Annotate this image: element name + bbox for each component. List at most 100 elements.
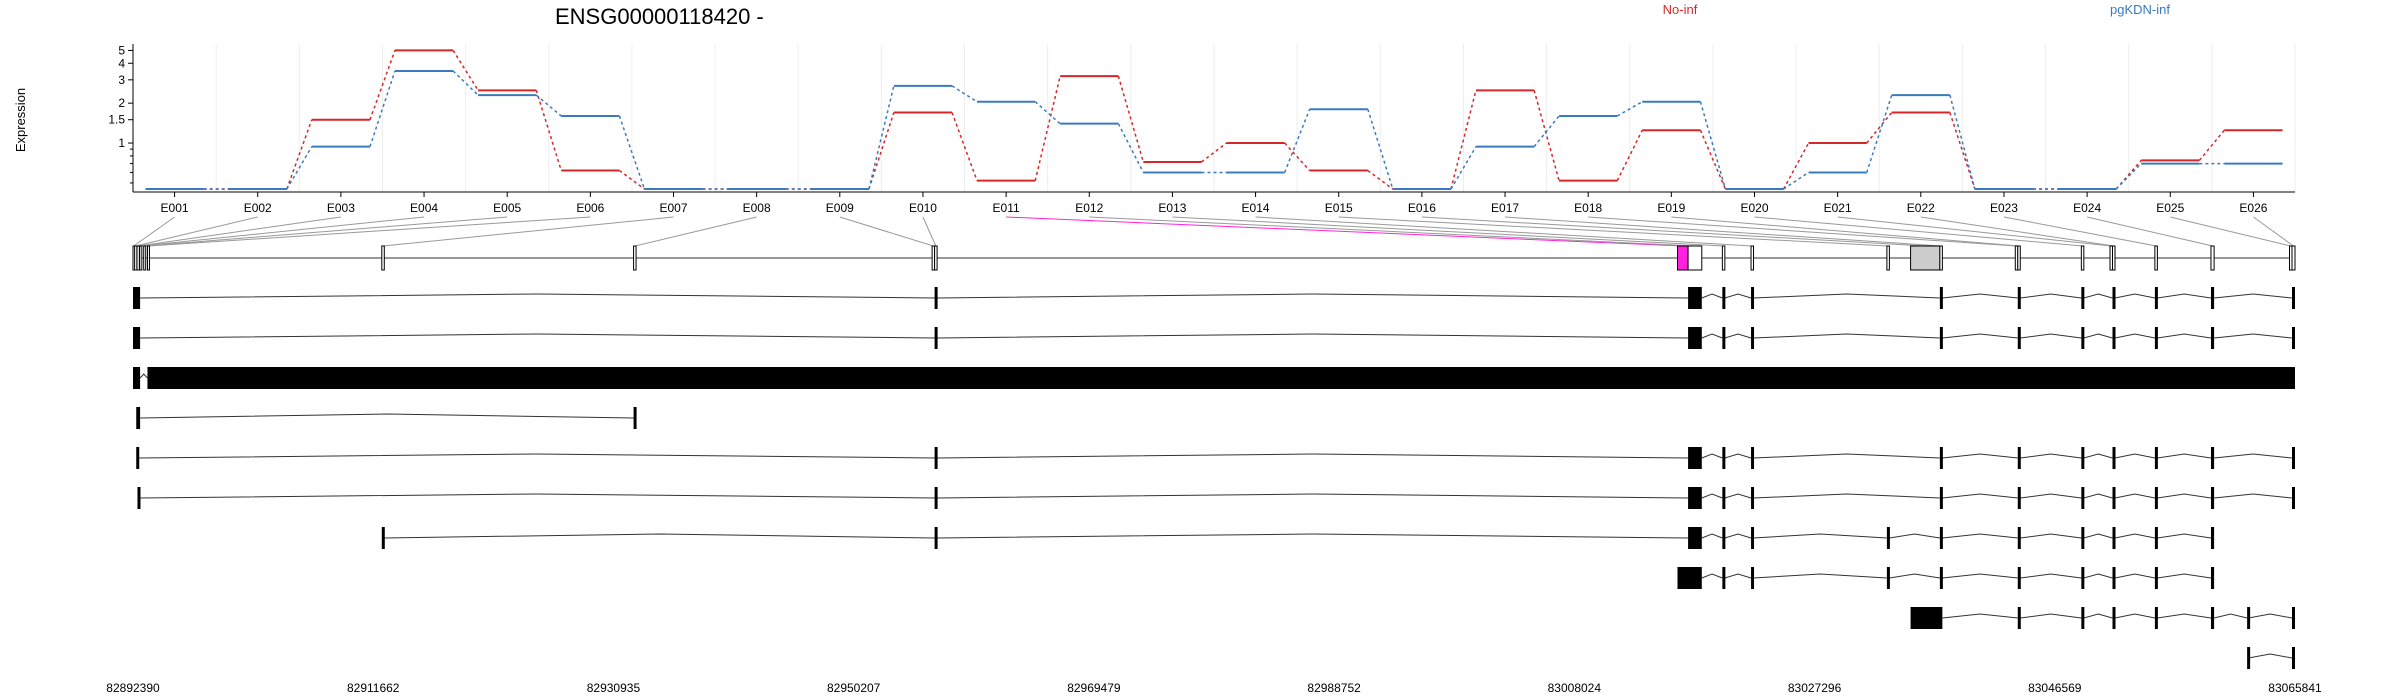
exon: [1722, 447, 1726, 469]
intron: [2020, 493, 2082, 499]
intron: [1889, 533, 1940, 539]
exon: [136, 407, 141, 429]
exon: [1751, 567, 1755, 589]
exon-bin: [2210, 245, 2215, 271]
exon: [2291, 287, 2295, 309]
exon: [1677, 567, 1702, 589]
exon: [2017, 487, 2021, 509]
exon: [136, 447, 140, 469]
exon-bin: [1750, 245, 1755, 271]
exon: [1722, 527, 1726, 549]
exon: [2210, 287, 2215, 309]
exon: [2081, 447, 2085, 469]
exon-connector: [133, 216, 175, 247]
intron: [2157, 533, 2212, 539]
exon-connector: [1671, 216, 2020, 247]
exon: [1939, 447, 1943, 469]
x-tick-label: E012: [1075, 201, 1103, 215]
exon-bin: [1886, 245, 1890, 271]
x-tick-label: E016: [1408, 201, 1436, 215]
exon: [2112, 487, 2116, 509]
intron: [2083, 293, 2113, 299]
exon: [1886, 527, 1890, 549]
y-tick-label: 5: [118, 43, 125, 57]
x-tick-label: E020: [1740, 201, 1768, 215]
exon-bin: [136, 245, 140, 271]
intron: [1753, 493, 1940, 499]
exon: [1751, 287, 1755, 309]
exon-connector: [1255, 216, 1753, 247]
intron: [140, 413, 634, 419]
transcript-9: [2247, 647, 2295, 669]
exon: [1688, 287, 1702, 309]
exon-connector: [135, 216, 258, 247]
series-connector: [1533, 90, 1560, 181]
genomic-tick-label: 82930935: [587, 681, 641, 695]
exon: [1910, 607, 1943, 629]
series-connector: [535, 90, 562, 171]
intron: [2214, 293, 2293, 299]
exon: [1722, 567, 1726, 589]
genomic-tick-label: 82969479: [1067, 681, 1121, 695]
series-connector: [286, 119, 313, 190]
exon-bin: [139, 245, 143, 271]
x-tick-label: E024: [2073, 201, 2101, 215]
gene-model: [132, 245, 2296, 271]
exon-connector: [148, 216, 591, 247]
transcript-1: [133, 327, 2295, 349]
intron: [1724, 333, 1752, 339]
exon-bin: [381, 245, 385, 271]
series-connector: [1783, 171, 1809, 190]
x-tick-label: E003: [327, 201, 355, 215]
exon-connector: [2087, 216, 2213, 247]
genomic-tick-label: 82892390: [106, 681, 160, 695]
x-tick-label: E006: [576, 201, 604, 215]
series-connector: [1949, 94, 1976, 190]
intron: [2114, 573, 2155, 579]
transcript-6: [381, 527, 2215, 549]
intron: [1753, 453, 1940, 459]
exon: [2154, 327, 2158, 349]
exon-bin: [2112, 245, 2116, 271]
exon-connector: [2170, 216, 2291, 247]
series-connector: [1367, 169, 1394, 190]
transcript-2: [133, 367, 2295, 389]
intron: [1701, 453, 1723, 459]
genomic-tick-label: 82950207: [827, 681, 881, 695]
y-tick-label: 1: [118, 136, 125, 150]
exon: [934, 287, 938, 309]
series-connector: [1616, 101, 1643, 117]
genomic-tick-label: 83065841: [2268, 681, 2322, 695]
y-tick-label: 2: [118, 96, 125, 110]
exon: [2017, 447, 2021, 469]
series-1: [145, 69, 2283, 190]
exon: [147, 367, 2295, 389]
intron: [138, 493, 935, 499]
intron: [2214, 333, 2293, 339]
intron: [2157, 333, 2212, 339]
intron: [1701, 293, 1723, 299]
exon: [1722, 287, 1726, 309]
exon-bin: [1721, 245, 1726, 271]
exon-connector: [1505, 216, 1942, 247]
intron: [2020, 293, 2082, 299]
exon: [2154, 607, 2158, 629]
series-connector: [2198, 129, 2225, 161]
exon: [133, 367, 141, 389]
series-connector: [1533, 115, 1560, 148]
intron: [1724, 293, 1752, 299]
intron: [2114, 493, 2155, 499]
exon: [137, 487, 141, 509]
exon-bin: [143, 245, 147, 271]
x-tick-label: E018: [1574, 201, 1602, 215]
intron: [1753, 333, 1940, 339]
gridlines: [132, 44, 2296, 192]
series-connector: [1450, 146, 1477, 190]
genomic-tick-label: 82911662: [347, 681, 400, 695]
exon: [2210, 447, 2215, 469]
exon: [1688, 487, 1702, 509]
x-tick-label: E001: [161, 201, 189, 215]
series-connector: [286, 146, 313, 190]
exon: [2291, 487, 2295, 509]
x-tick-label: E008: [743, 201, 771, 215]
